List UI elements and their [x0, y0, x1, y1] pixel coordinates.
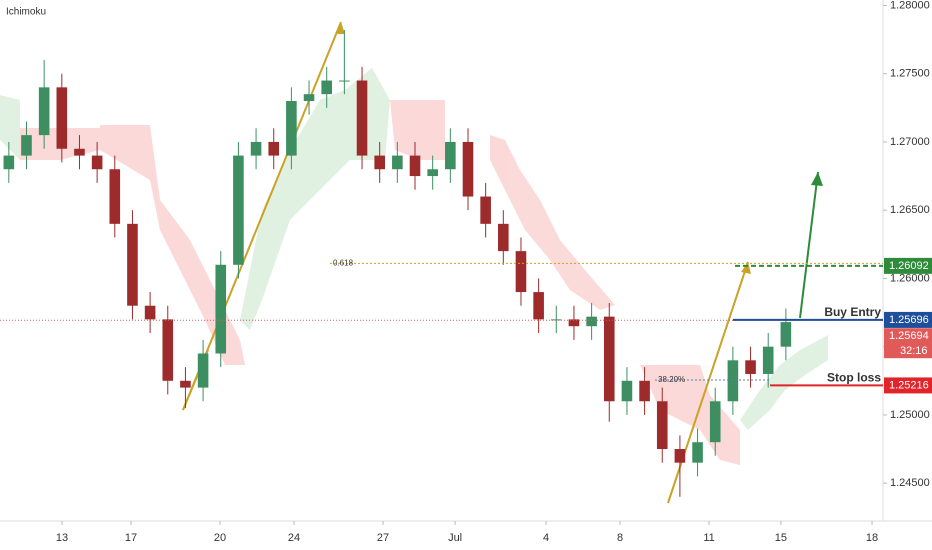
y-tick-label: 1.27000 — [890, 136, 930, 148]
candle-body — [180, 380, 191, 388]
candle-body — [409, 155, 421, 177]
arrow-head — [335, 22, 345, 34]
price-tag-label: 1.26092 — [889, 260, 929, 272]
candle-body — [515, 251, 527, 293]
candle-body — [286, 100, 297, 156]
candle-body — [445, 141, 456, 170]
candle-body — [427, 169, 438, 177]
x-tick-label: 4 — [543, 532, 549, 544]
y-tick-label: 1.26500 — [890, 204, 930, 216]
arrow-head — [811, 172, 823, 186]
fib-label: 0.618 — [333, 259, 354, 268]
candle-body — [56, 87, 68, 149]
candle-body — [374, 155, 385, 170]
countdown-label: 32:16 — [900, 345, 928, 357]
candle-body — [321, 80, 333, 95]
arrow-head — [741, 262, 751, 274]
arrow — [182, 21, 342, 411]
candle-body — [709, 401, 721, 443]
price-tag — [884, 377, 932, 394]
cloud-green — [240, 68, 390, 330]
candle-body — [533, 292, 544, 320]
candle-body — [586, 316, 597, 327]
x-tick-label: 27 — [377, 532, 389, 544]
candle-body — [127, 223, 138, 306]
candle-body — [215, 264, 227, 354]
candle-body — [745, 360, 756, 374]
candle-body — [550, 319, 562, 321]
y-tick-label: 1.28000 — [890, 0, 930, 11]
price-tag — [884, 328, 932, 359]
cloud-green — [740, 335, 828, 430]
candle-body — [109, 169, 121, 224]
candle-body — [480, 196, 491, 224]
candle-body — [144, 305, 156, 320]
candle-body — [91, 155, 103, 170]
candle-body — [21, 135, 32, 156]
candle-body — [462, 141, 474, 197]
candle-body — [674, 449, 686, 463]
last-price-label: 1.25694 — [889, 330, 929, 342]
price-tag-label: 1.25216 — [889, 379, 929, 391]
candle-body — [780, 322, 792, 347]
candle-body — [233, 155, 244, 265]
arrow — [799, 171, 819, 319]
candle-body — [603, 316, 615, 402]
price-tag — [884, 311, 932, 328]
x-tick-label: 18 — [866, 532, 878, 544]
candle-body — [268, 141, 280, 156]
y-tick-label: 1.25000 — [890, 409, 930, 421]
indicator-label: Ichimoku — [6, 7, 46, 18]
x-tick-label: 8 — [617, 532, 623, 544]
x-tick-label: 13 — [56, 532, 68, 544]
fib-label: 38.20% — [658, 375, 685, 384]
candle-body — [38, 87, 50, 136]
candle-body — [621, 380, 633, 402]
candle-body — [498, 223, 509, 252]
y-tick-label: 1.24500 — [890, 477, 930, 489]
cloud-red — [490, 135, 615, 310]
x-tick-label: 24 — [288, 532, 300, 544]
arrow — [667, 261, 749, 504]
candle-body — [568, 319, 580, 327]
candle-body — [339, 80, 350, 82]
candle-body — [639, 380, 650, 402]
candle-body — [250, 141, 262, 156]
y-tick-label: 1.27500 — [890, 68, 930, 80]
candle-body — [656, 401, 668, 450]
candle-body — [727, 360, 739, 402]
candle-body — [197, 353, 209, 388]
candle-body — [3, 155, 15, 170]
price-tag — [884, 257, 932, 274]
x-tick-label: 15 — [775, 532, 787, 544]
x-tick-label: 17 — [125, 532, 137, 544]
candle-body — [303, 94, 315, 101]
candle-body — [356, 80, 368, 156]
level-name: Stop loss — [827, 371, 881, 385]
x-tick-label: Jul — [448, 532, 462, 544]
ichimoku-cloud — [0, 68, 828, 465]
candle-body — [692, 442, 703, 463]
candle-body — [74, 148, 85, 156]
cloud-red — [390, 100, 445, 160]
level-name: Buy Entry — [824, 305, 881, 319]
candle-body — [762, 346, 774, 374]
candle-body — [162, 319, 174, 381]
y-tick-label: 1.26000 — [890, 272, 930, 284]
drawings — [182, 21, 823, 504]
x-tick-label: 11 — [703, 532, 714, 544]
price-tag-label: 1.25696 — [889, 314, 929, 326]
x-tick-label: 20 — [214, 532, 226, 544]
candle-body — [392, 155, 403, 170]
